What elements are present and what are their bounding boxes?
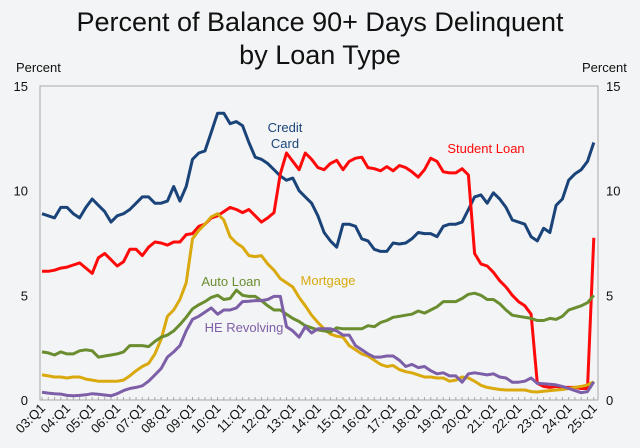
plot-area: [39, 85, 599, 401]
y-tick-label-right: 5: [606, 288, 613, 303]
y-axis-label-right: Percent: [582, 60, 627, 75]
y-tick-label-left: 0: [21, 393, 28, 408]
y-tick-label-left: 5: [21, 288, 28, 303]
series-line-mortgage: [41, 212, 595, 394]
series-label-student-loan: Student Loan: [447, 141, 524, 156]
y-axis-label-left: Percent: [16, 60, 61, 75]
series-line-he-revolving: [41, 294, 596, 398]
y-tick-label-left: 10: [14, 184, 28, 199]
series-label-auto-loan: Auto Loan: [201, 274, 260, 289]
y-tick-label-right: 10: [606, 184, 620, 199]
y-tick-label-left: 15: [14, 79, 28, 94]
series-label-he-revolving: HE Revolving: [205, 320, 284, 335]
chart-title-line-2: by Loan Type: [239, 40, 401, 70]
series-label-credit-card: Card: [271, 136, 299, 151]
chart-title-line-1: Percent of Balance 90+ Days Delinquent: [76, 7, 564, 37]
series-line-student-loan: [42, 151, 596, 390]
x-tick-label: 25:Q1: [564, 401, 600, 437]
series-line-credit-card: [41, 111, 596, 253]
y-tick-label-right: 15: [606, 79, 620, 94]
series-label-credit-card: Credit: [268, 120, 303, 135]
series-label-mortgage: Mortgage: [301, 273, 356, 288]
y-tick-label-right: 0: [606, 393, 613, 408]
